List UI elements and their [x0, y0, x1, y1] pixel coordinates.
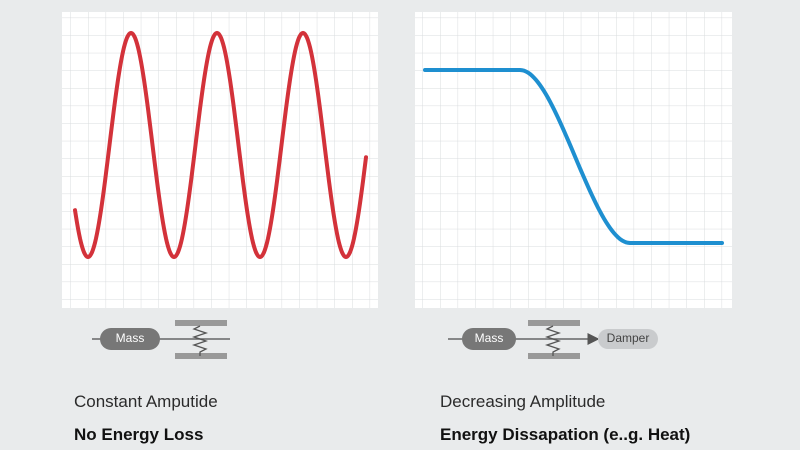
constant-wave: [73, 30, 368, 260]
mass-spring-damper-diagram: Mass Damper: [448, 320, 658, 359]
mass-label: Mass: [116, 331, 145, 345]
caption: Energy Dissapation (e..g. Heat): [440, 425, 690, 444]
grid: [415, 12, 732, 308]
caption: Decreasing Amplitude: [440, 392, 605, 411]
damper-label: Damper: [607, 331, 650, 345]
mass-spring-diagram: Mass: [92, 320, 230, 359]
caption: No Energy Loss: [74, 425, 203, 444]
caption: Constant Amputide: [74, 392, 218, 411]
mass-label: Mass: [475, 331, 504, 345]
decreasing-curve: [423, 68, 724, 245]
